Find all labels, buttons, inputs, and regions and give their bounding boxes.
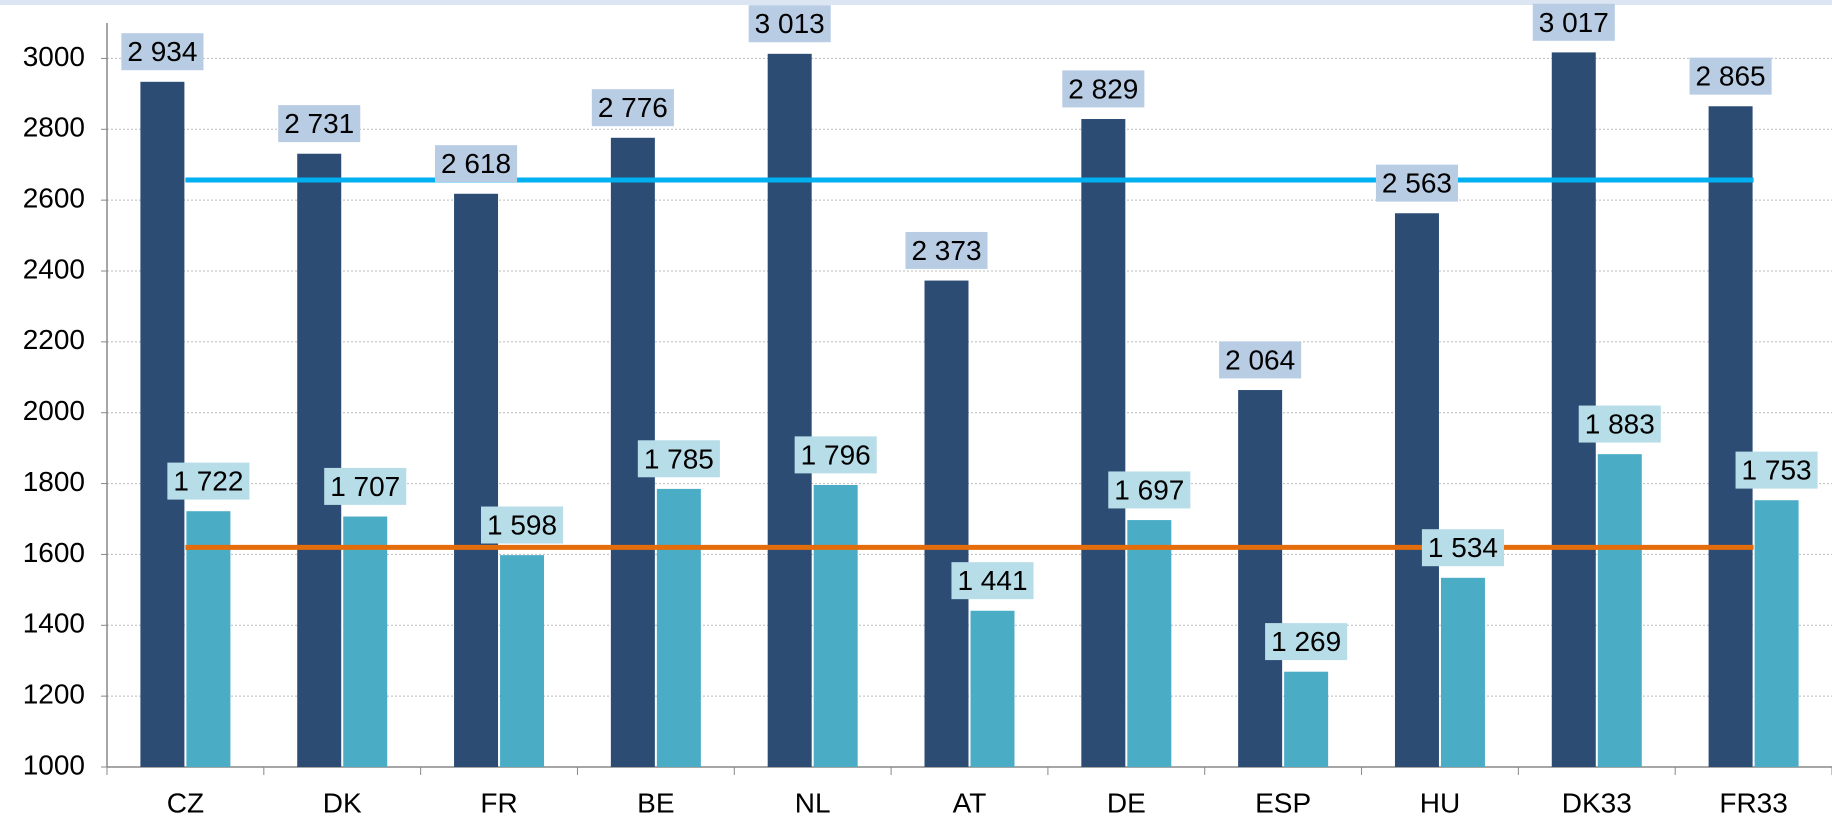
data-label-bg [1735, 451, 1818, 489]
data-label-bg [591, 89, 674, 127]
data-label: 2 731 [284, 108, 354, 139]
data-label-bg [167, 462, 250, 500]
y-tick-label: 2800 [23, 112, 85, 143]
data-label-bg [1219, 341, 1302, 379]
data-label: 1 441 [957, 565, 1027, 596]
bar [186, 511, 231, 767]
data-label-bg [435, 145, 518, 183]
data-label: 2 829 [1068, 73, 1138, 104]
data-label-bg [1265, 623, 1348, 661]
bar [1127, 520, 1172, 767]
data-label: 2 865 [1696, 61, 1766, 92]
data-label-bg [748, 5, 831, 43]
data-label: 1 707 [330, 471, 400, 502]
data-label-bg [637, 440, 720, 478]
y-tick-label: 2200 [23, 324, 85, 355]
bar [1708, 106, 1753, 767]
data-label: 2 064 [1225, 344, 1295, 375]
data-label: 1 598 [487, 510, 557, 541]
bar [297, 153, 342, 767]
data-label: 1 722 [173, 466, 243, 497]
x-tick-label: FR33 [1719, 787, 1787, 818]
data-label: 2 776 [598, 92, 668, 123]
data-label: 3 017 [1539, 7, 1609, 38]
data-label: 1 883 [1585, 409, 1655, 440]
data-label-bg [1375, 164, 1458, 202]
x-tick-label: CZ [167, 787, 204, 818]
bar [343, 516, 388, 767]
bar [924, 280, 969, 767]
bar [1597, 454, 1642, 767]
data-label-bg [481, 506, 564, 544]
bar [454, 193, 499, 767]
bar [140, 81, 185, 768]
data-label: 2 618 [441, 148, 511, 179]
x-tick-label: DK33 [1562, 787, 1632, 818]
bar [1081, 119, 1126, 768]
data-label-bg [278, 105, 361, 143]
data-label: 2 563 [1382, 168, 1452, 199]
bar [500, 555, 545, 767]
data-label-bg [905, 231, 988, 269]
y-tick-label: 1800 [23, 466, 85, 497]
data-label: 2 934 [127, 36, 197, 67]
bar [813, 484, 858, 767]
data-label: 3 013 [755, 8, 825, 39]
x-tick-label: AT [953, 787, 987, 818]
bar [970, 610, 1015, 767]
data-label: 1 785 [644, 443, 714, 474]
bar [656, 488, 701, 767]
data-label: 1 534 [1428, 532, 1498, 563]
y-tick-label: 2400 [23, 253, 85, 284]
x-tick-label: FR [480, 787, 517, 818]
data-label-bg [324, 467, 407, 505]
bar [1284, 671, 1329, 767]
x-tick-label: ESP [1255, 787, 1311, 818]
data-label-bg [794, 436, 877, 474]
data-label: 2 373 [911, 235, 981, 266]
data-label-bg [1578, 405, 1661, 443]
data-label: 1 269 [1271, 626, 1341, 657]
data-label-bg [1062, 70, 1145, 108]
y-tick-label: 2000 [23, 395, 85, 426]
y-tick-label: 3000 [23, 41, 85, 72]
x-tick-label: DK [323, 787, 362, 818]
data-label-bg [1108, 471, 1191, 509]
y-tick-label: 1600 [23, 537, 85, 568]
bar [1238, 390, 1283, 767]
data-label-bg [951, 562, 1034, 600]
data-label-bg [1532, 3, 1615, 41]
x-tick-label: BE [637, 787, 674, 818]
y-tick-label: 1200 [23, 679, 85, 710]
data-label-bg [121, 33, 204, 71]
top-strip [0, 0, 1832, 5]
y-tick-label: 1400 [23, 608, 85, 639]
bar [767, 53, 812, 767]
data-label: 1 697 [1114, 474, 1184, 505]
x-tick-label: DE [1107, 787, 1146, 818]
y-tick-label: 2600 [23, 183, 85, 214]
data-label: 1 753 [1742, 455, 1812, 486]
x-tick-label: HU [1420, 787, 1460, 818]
bar [1440, 577, 1485, 767]
data-label-bg [1421, 529, 1504, 567]
bar [1754, 500, 1799, 767]
y-tick-label: 1000 [23, 749, 85, 780]
x-tick-label: NL [795, 787, 831, 818]
bar [1394, 213, 1439, 767]
data-label-bg [1689, 57, 1772, 95]
data-label: 1 796 [801, 439, 871, 470]
